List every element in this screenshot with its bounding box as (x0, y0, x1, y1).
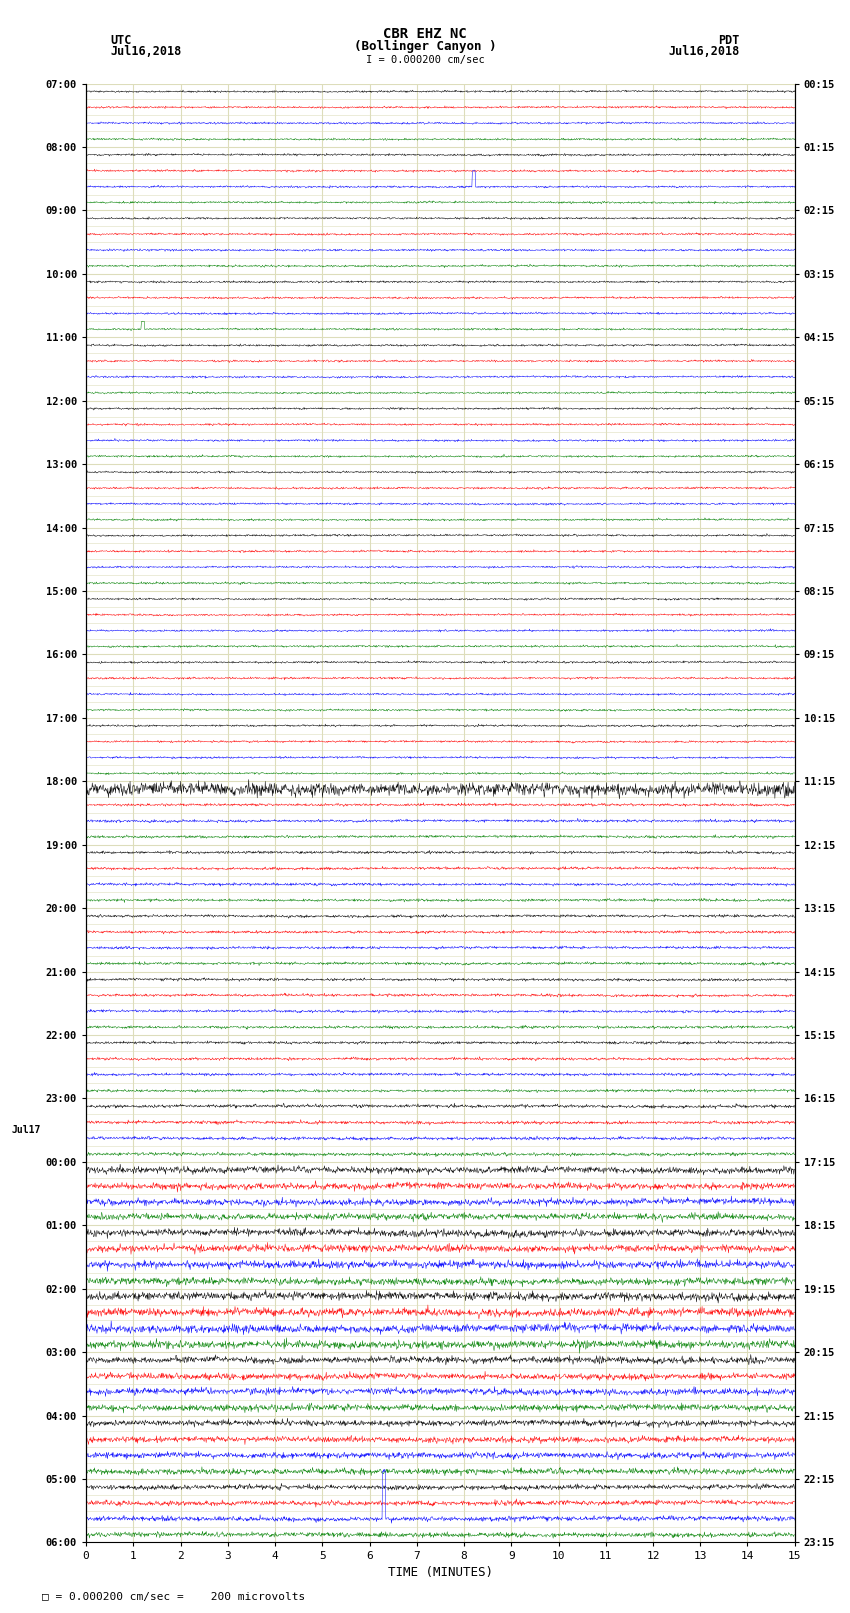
Text: PDT: PDT (718, 34, 740, 47)
X-axis label: TIME (MINUTES): TIME (MINUTES) (388, 1566, 493, 1579)
Text: (Bollinger Canyon ): (Bollinger Canyon ) (354, 40, 496, 53)
Text: Jul16,2018: Jul16,2018 (668, 45, 740, 58)
Text: UTC: UTC (110, 34, 132, 47)
Text: □ = 0.000200 cm/sec =    200 microvolts: □ = 0.000200 cm/sec = 200 microvolts (42, 1592, 306, 1602)
Text: CBR EHZ NC: CBR EHZ NC (383, 27, 467, 40)
Text: Jul16,2018: Jul16,2018 (110, 45, 182, 58)
Text: Jul17: Jul17 (12, 1126, 41, 1136)
Text: I = 0.000200 cm/sec: I = 0.000200 cm/sec (366, 55, 484, 65)
